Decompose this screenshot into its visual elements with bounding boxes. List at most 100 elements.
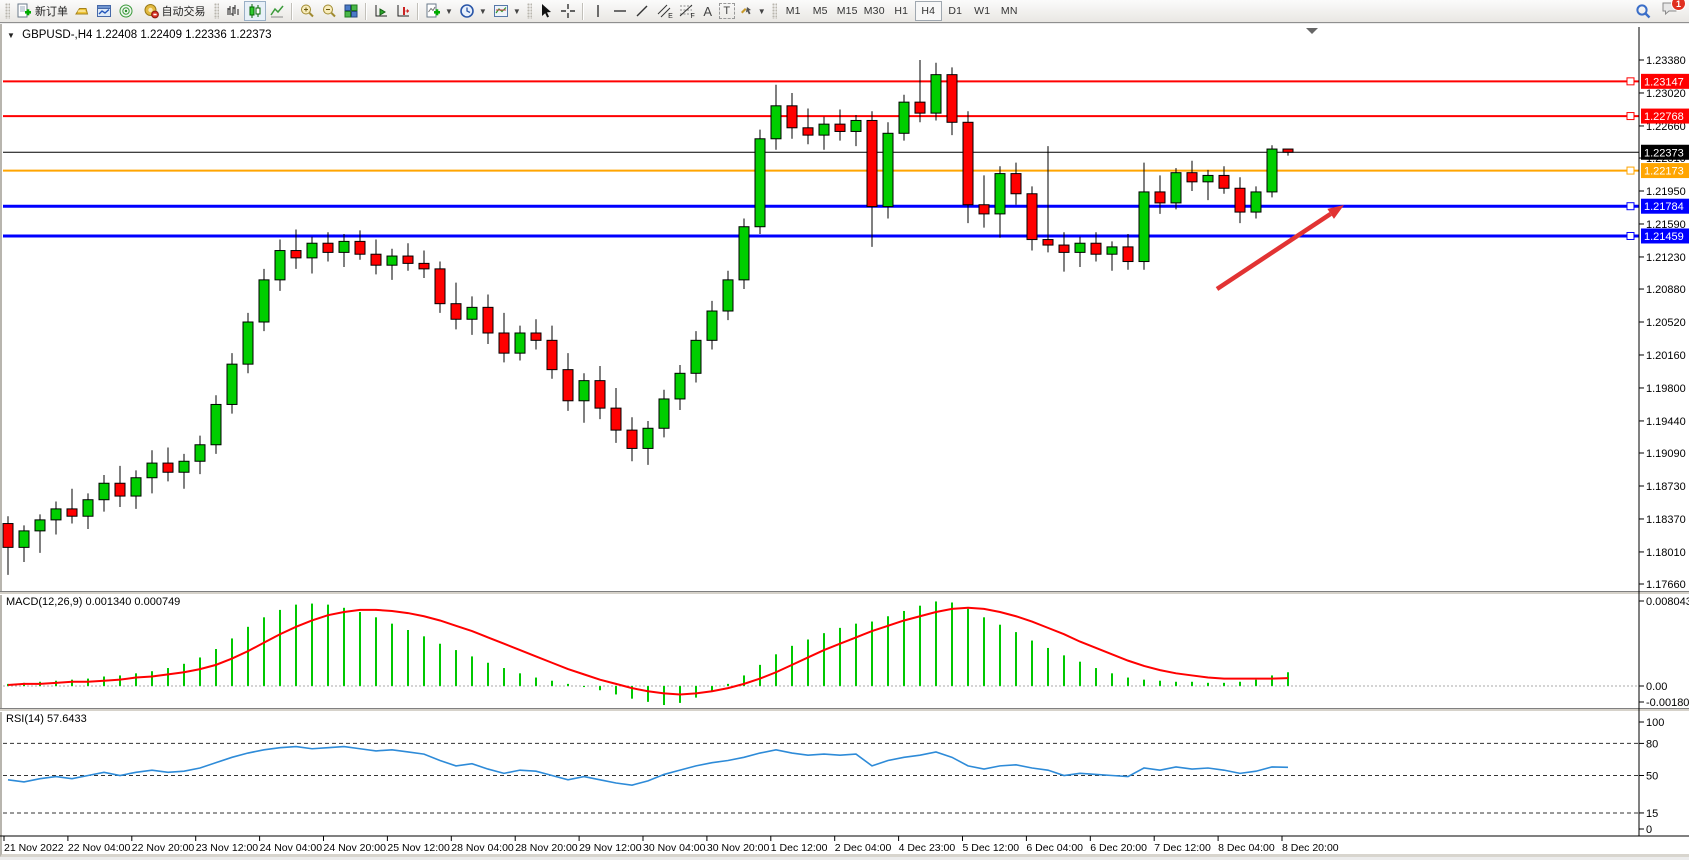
svg-text:1.22373: 1.22373 [1644, 147, 1684, 159]
price-badges: 1.23147 1.22768 1.22173 1.21784 1.21459 1.223… [1641, 73, 1689, 244]
crosshair-tool-button[interactable] [557, 1, 579, 21]
new-order-icon [17, 3, 31, 18]
new-order-label: 新订单 [35, 6, 68, 18]
text-tool-button[interactable]: A [697, 1, 719, 21]
timeframe-d1-button[interactable]: D1 [942, 1, 969, 21]
time-label: 6 Dec 04:00 [1026, 842, 1083, 854]
vertical-line-tool-button[interactable] [587, 1, 609, 21]
label-tool-button[interactable]: T [718, 3, 735, 19]
price-badge [1641, 73, 1689, 89]
timeframe-h1-button[interactable]: H1 [888, 1, 915, 21]
price-badge [1641, 198, 1689, 214]
bar-chart-type-button[interactable] [222, 1, 244, 21]
periods-button[interactable]: ▼ [456, 1, 490, 21]
time-label: 4 Dec 23:00 [899, 842, 956, 854]
time-label: 2 Dec 04:00 [835, 842, 892, 854]
timeframe-mn-button[interactable]: MN [996, 1, 1023, 21]
add-indicator-button[interactable]: ▼ [422, 1, 456, 21]
new-chart-button[interactable] [93, 1, 115, 21]
horizontal-line-icon [613, 10, 626, 12]
panel-separator [0, 708, 1689, 712]
toolbar-grip[interactable] [771, 3, 777, 19]
search-button[interactable] [1632, 1, 1655, 21]
channel-sub-label: E [668, 13, 673, 20]
chart-window[interactable] [0, 24, 1689, 857]
horizontal-line-tool-button[interactable] [609, 1, 631, 21]
toolbar-grip[interactable] [526, 3, 532, 19]
time-label: 22 Nov 20:00 [132, 842, 195, 854]
time-label: 28 Nov 20:00 [515, 842, 578, 854]
fibonacci-tool-button[interactable]: F [675, 1, 697, 21]
bar-chart-icon [227, 5, 239, 16]
auto-scroll-button[interactable] [370, 1, 392, 21]
candlestick-chart-type-button[interactable] [244, 1, 266, 21]
arrow-head [1327, 205, 1344, 219]
tile-windows-button[interactable] [340, 1, 362, 21]
auto-trading-icon [144, 4, 159, 19]
svg-text:0.00: 0.00 [1646, 681, 1667, 693]
templates-button[interactable]: ▼ [490, 1, 524, 21]
notification-badge: 1 [1671, 0, 1686, 11]
chart-shift-button[interactable] [392, 1, 414, 21]
svg-text:1.21950: 1.21950 [1646, 186, 1686, 198]
svg-text:1.22173: 1.22173 [1644, 166, 1684, 178]
svg-text:1.19440: 1.19440 [1646, 416, 1686, 428]
candlestick-icon [249, 4, 261, 18]
trendline-icon [636, 5, 648, 17]
svg-text:50: 50 [1646, 771, 1658, 783]
channel-tool-button[interactable]: E [653, 1, 675, 21]
svg-text:1.23380: 1.23380 [1646, 55, 1686, 67]
zoom-in-button[interactable] [296, 1, 318, 21]
svg-text:1.18010: 1.18010 [1646, 547, 1686, 559]
timeframe-m15-button[interactable]: M15 [834, 1, 861, 21]
timeframe-h4-button[interactable]: H4 [914, 1, 942, 21]
timeframe-m30-button[interactable]: M30 [861, 1, 888, 21]
time-label: 25 Nov 12:00 [387, 842, 450, 854]
svg-text:1.21230: 1.21230 [1646, 252, 1686, 264]
svg-text:-0.001807: -0.001807 [1646, 697, 1689, 709]
zoom-out-button[interactable] [318, 1, 340, 21]
new-order-button[interactable]: 新订单 [13, 1, 71, 21]
time-label: 7 Dec 12:00 [1154, 842, 1211, 854]
svg-text:1.20880: 1.20880 [1646, 284, 1686, 296]
time-label: 23 Nov 12:00 [196, 842, 259, 854]
time-label: 1 Dec 12:00 [771, 842, 828, 854]
time-label: 24 Nov 04:00 [260, 842, 323, 854]
market-watch-button[interactable] [71, 1, 93, 21]
zoom-in-icon [301, 4, 314, 18]
dropdown-caret-icon: ▼ [757, 6, 766, 16]
signals-button[interactable] [115, 1, 137, 21]
toolbar-grip[interactable] [5, 3, 10, 19]
horizontal-level-lines [3, 77, 1639, 240]
svg-text:1.17660: 1.17660 [1646, 579, 1686, 591]
time-label: 30 Nov 04:00 [643, 842, 706, 854]
svg-text:1.18370: 1.18370 [1646, 514, 1686, 526]
line-chart-type-button[interactable] [266, 1, 288, 21]
dropdown-caret-icon: ▼ [478, 6, 487, 16]
timeframe-m5-button[interactable]: M5 [807, 1, 834, 21]
price-badge [1641, 228, 1689, 244]
svg-text:1.21784: 1.21784 [1644, 201, 1684, 213]
chart-shift-marker-icon [1306, 28, 1318, 34]
timeframe-w1-button[interactable]: W1 [969, 1, 996, 21]
svg-text:80: 80 [1646, 738, 1658, 750]
price-axis: 1.233801.230201.226601.223101.219501.215… [1639, 55, 1686, 591]
time-label: 22 Nov 04:00 [68, 842, 131, 854]
add-indicator-icon [426, 3, 440, 18]
svg-text:1.20160: 1.20160 [1646, 350, 1686, 362]
vertical-line-icon [597, 5, 599, 17]
one-click-trading-arrow-icon[interactable]: ▼ [7, 31, 15, 40]
trendline-tool-button[interactable] [631, 1, 653, 21]
timeframe-m1-button[interactable]: M1 [780, 1, 807, 21]
arrow-annotation [1215, 205, 1344, 291]
cursor-tool-button[interactable] [535, 1, 557, 21]
text-tool-label: A [703, 3, 713, 19]
price-chart[interactable]: 1.233801.230201.226601.223101.219501.215… [0, 24, 1689, 857]
toolbar-grip[interactable] [214, 3, 219, 19]
notifications-button[interactable]: 1 [1661, 0, 1686, 22]
arrows-tool-button[interactable]: ▼ [735, 1, 769, 21]
rsi-line [7, 745, 1289, 786]
auto-trading-button[interactable]: 自动交易 [137, 1, 211, 21]
candles-layer [2, 60, 1294, 575]
